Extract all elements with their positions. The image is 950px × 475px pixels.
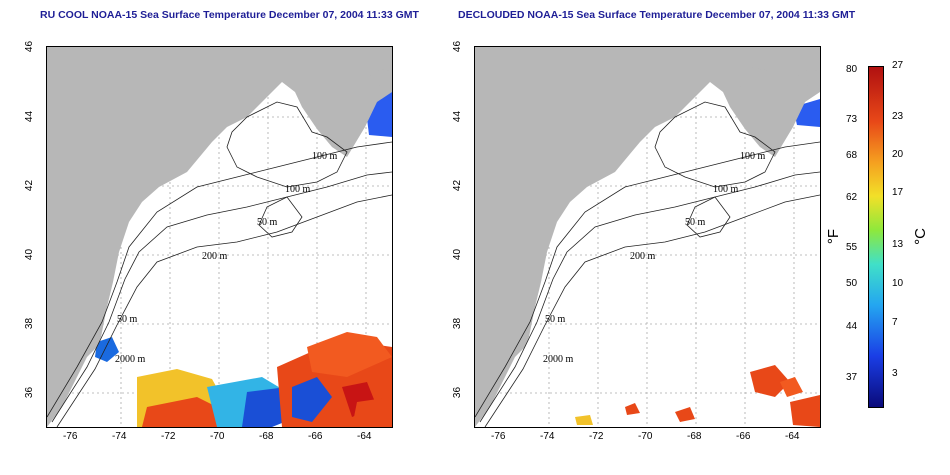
left-panel-title: RU COOL NOAA-15 Sea Surface Temperature …: [40, 9, 419, 21]
left-map: 100 m 100 m 50 m 200 m 50 m 2000 m: [46, 46, 393, 428]
left-lon-tick: -66: [308, 431, 323, 442]
left-contour-label-4: 200 m: [202, 251, 228, 262]
left-lon-tick: -70: [210, 431, 225, 442]
right-lon-tick: -76: [491, 431, 506, 442]
right-lat-tick: 42: [452, 179, 464, 192]
celsius-tick: 7: [892, 317, 898, 328]
left-contour-label-3: 50 m: [257, 217, 278, 228]
left-lat-tick: 46: [24, 40, 36, 53]
left-contour-label-6: 2000 m: [115, 354, 146, 365]
right-lat-tick: 38: [452, 317, 464, 330]
left-contour-label-1: 100 m: [312, 151, 338, 162]
right-land: [475, 47, 820, 427]
right-contours: [475, 101, 820, 427]
celsius-tick: 27: [892, 60, 904, 71]
right-contour-label-6: 2000 m: [543, 354, 574, 365]
fahrenheit-tick: 44: [846, 321, 858, 332]
fahrenheit-tick: 62: [846, 192, 858, 203]
celsius-tick: 10: [892, 278, 904, 289]
left-land: [47, 47, 392, 427]
celsius-unit-label: °C: [911, 228, 929, 245]
left-map-svg: 100 m 100 m 50 m 200 m 50 m 2000 m: [47, 47, 392, 427]
right-lon-tick: -74: [540, 431, 555, 442]
right-lon-tick: -66: [736, 431, 751, 442]
left-lon-tick: -64: [357, 431, 372, 442]
right-contour-label-3: 50 m: [685, 217, 706, 228]
celsius-tick: 23: [892, 111, 904, 122]
left-lon-tick: -74: [112, 431, 127, 442]
celsius-tick: 3: [892, 368, 898, 379]
left-sst-patches: [95, 59, 392, 427]
celsius-tick: 20: [892, 149, 904, 160]
left-lon-tick: -76: [63, 431, 78, 442]
left-contours: [47, 101, 392, 427]
left-lat-tick: 42: [24, 179, 36, 192]
right-lat-tick: 46: [452, 40, 464, 53]
right-contour-label-2: 100 m: [713, 184, 739, 195]
right-contour-label-4: 200 m: [630, 251, 656, 262]
right-map-svg: 100 m 100 m 50 m 200 m 50 m 2000 m: [475, 47, 820, 427]
right-lat-tick: 40: [452, 248, 464, 261]
right-contour-label-5: 50 m: [545, 314, 566, 325]
fahrenheit-unit-label: °F: [825, 228, 843, 245]
fahrenheit-tick: 50: [846, 278, 858, 289]
fahrenheit-tick: 55: [846, 242, 858, 253]
right-lon-tick: -64: [785, 431, 800, 442]
right-lon-tick: -72: [589, 431, 604, 442]
right-map: 100 m 100 m 50 m 200 m 50 m 2000 m: [474, 46, 821, 428]
left-lon-tick: -68: [259, 431, 274, 442]
right-contour-label-1: 100 m: [740, 151, 766, 162]
colorbar: [868, 66, 884, 408]
right-panel-title: DECLOUDED NOAA-15 Sea Surface Temperatur…: [458, 9, 856, 21]
fahrenheit-tick: 68: [846, 150, 858, 161]
right-contour-labels: 100 m 100 m 50 m 200 m 50 m 2000 m: [543, 151, 766, 365]
fahrenheit-tick: 73: [846, 114, 858, 125]
left-lat-tick: 38: [24, 317, 36, 330]
celsius-tick: 13: [892, 239, 904, 250]
right-sst-patches: [575, 67, 820, 427]
left-lat-tick: 44: [24, 110, 36, 123]
right-lon-tick: -70: [638, 431, 653, 442]
celsius-tick: 17: [892, 187, 904, 198]
right-lat-tick: 44: [452, 110, 464, 123]
left-lon-tick: -72: [161, 431, 176, 442]
right-lat-tick: 36: [452, 386, 464, 399]
fahrenheit-tick: 80: [846, 64, 858, 75]
left-contour-labels: 100 m 100 m 50 m 200 m 50 m 2000 m: [115, 151, 338, 365]
left-lat-tick: 36: [24, 386, 36, 399]
left-contour-label-2: 100 m: [285, 184, 311, 195]
left-lat-tick: 40: [24, 248, 36, 261]
fahrenheit-tick: 37: [846, 372, 858, 383]
left-contour-label-5: 50 m: [117, 314, 138, 325]
right-lon-tick: -68: [687, 431, 702, 442]
